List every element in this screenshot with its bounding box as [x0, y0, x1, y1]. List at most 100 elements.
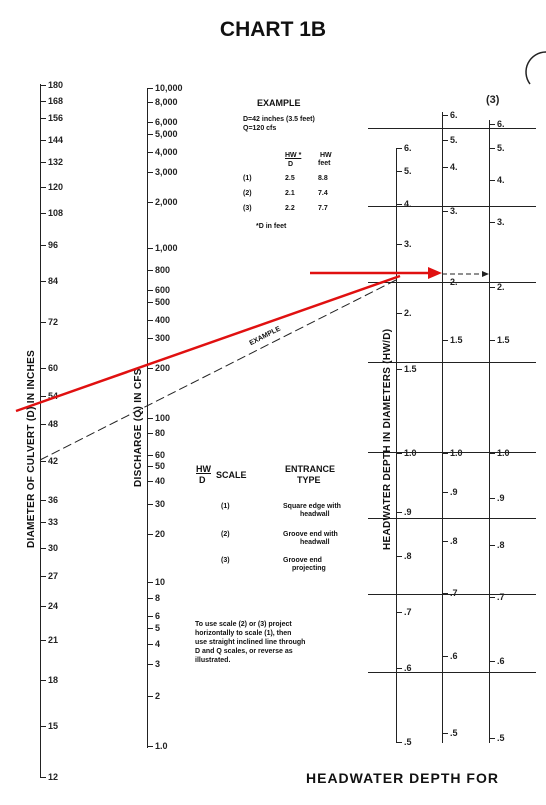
discharge-tick-label: 3 [155, 659, 161, 669]
hw-scale3-tick-label: 6. [497, 119, 505, 129]
diameter-tick-label: 24 [48, 601, 59, 611]
hw-scale1-tick [396, 556, 402, 557]
instructions-line-1: To use scale (2) or (3) project [195, 621, 292, 628]
hw-scale2-tick [442, 593, 448, 594]
discharge-tick [147, 455, 153, 456]
legend-row-1-scale: (1) [221, 503, 230, 510]
example-row-2-scale: (2) [243, 190, 252, 197]
hw-scale2-tick-label: .9 [450, 487, 458, 497]
diameter-tick [40, 140, 46, 141]
hw-scale3-tick-label: .5 [497, 733, 505, 743]
hw-scale2-tick [442, 656, 448, 657]
hw-scale2-tick [442, 115, 448, 116]
hw-scale3-tick-label: 4. [497, 175, 505, 185]
diameter-tick [40, 368, 46, 369]
discharge-tick [147, 696, 153, 697]
diameter-tick-label: 84 [48, 276, 59, 286]
discharge-tick-label: 100 [155, 413, 171, 423]
discharge-tick [147, 616, 153, 617]
diameter-tick [40, 606, 46, 607]
diameter-tick-label: 120 [48, 182, 64, 192]
hw-scale1-tick [396, 742, 402, 743]
hw-scale2-tick-label: .5 [450, 728, 458, 738]
hw-scale1-tick-label: 1.0 [404, 448, 417, 458]
legend-type-header-1: ENTRANCE [285, 464, 336, 474]
discharge-tick-label: 80 [155, 428, 166, 438]
example-col-hwd-den: D [288, 161, 294, 168]
discharge-tick-label: 5 [155, 623, 161, 633]
diameter-tick-label: 21 [48, 635, 59, 645]
example-footnote: *D in feet [256, 223, 287, 230]
discharge-tick [147, 466, 153, 467]
diameter-tick [40, 522, 46, 523]
red-arrowhead [428, 267, 442, 279]
legend-row-2-type1: Groove end with [283, 531, 338, 538]
hw-scale1-tick [396, 204, 402, 205]
hw-scale3-tick-label: 2. [497, 282, 505, 292]
diameter-tick [40, 576, 46, 577]
hw-scale1-tick [396, 612, 402, 613]
discharge-tick [147, 598, 153, 599]
diameter-tick-label: 12 [48, 772, 59, 782]
hw-scale3-tick-label: .9 [497, 493, 505, 503]
discharge-tick [147, 248, 153, 249]
hw-scale3-tick-label: 1.5 [497, 335, 510, 345]
discharge-tick-label: 600 [155, 285, 171, 295]
scale3-header: (3) [486, 94, 500, 106]
diameter-tick-label: 54 [48, 391, 59, 401]
hw-scale2-tick-label: 4. [450, 162, 458, 172]
discharge-tick-label: 6 [155, 611, 161, 621]
hw-scale3-tick-label: 3. [497, 217, 505, 227]
hw-scale2-tick [442, 211, 448, 212]
diameter-tick-label: 36 [48, 495, 59, 505]
hw-scale3-tick [489, 124, 495, 125]
discharge-tick [147, 270, 153, 271]
hw-scale2-tick-label: 1.5 [450, 335, 463, 345]
hw-scale3-tick [489, 545, 495, 546]
diameter-tick-label: 72 [48, 317, 59, 327]
diameter-tick-label: 18 [48, 675, 59, 685]
discharge-tick-label: 400 [155, 315, 171, 325]
diameter-tick [40, 101, 46, 102]
discharge-tick [147, 481, 153, 482]
discharge-tick [147, 628, 153, 629]
hw-connector-line [368, 672, 536, 673]
hw-scale1-tick-label: 6. [404, 143, 412, 153]
legend-row-2-scale: (2) [221, 531, 230, 538]
example-row-3-hw: 7.7 [318, 205, 328, 212]
hw-connector-line [368, 518, 536, 519]
hw-scale3-tick [489, 597, 495, 598]
hw-connector-line [368, 282, 536, 283]
diameter-tick [40, 396, 46, 397]
hw-scale3-tick [489, 148, 495, 149]
example-line2: Q=120 cfs [243, 125, 277, 132]
discharge-tick [147, 202, 153, 203]
hw-scale3-tick [489, 340, 495, 341]
discharge-tick-label: 10 [155, 577, 166, 587]
example-row-1-hwd: 2.5 [285, 175, 295, 182]
hw-connector-line [368, 128, 536, 129]
example-row-2-hw: 7.4 [318, 190, 328, 197]
diameter-tick [40, 187, 46, 188]
hw-scale3-tick-label: .7 [497, 592, 505, 602]
diameter-tick-label: 144 [48, 135, 64, 145]
diameter-tick-label: 27 [48, 571, 59, 581]
legend-row-3-type2: projecting [292, 565, 326, 572]
legend-row-2-type2: headwall [300, 539, 330, 546]
diameter-tick [40, 322, 46, 323]
hw-scale1-line [396, 148, 397, 743]
discharge-tick [147, 338, 153, 339]
hw-scale3-tick [489, 738, 495, 739]
discharge-tick [147, 504, 153, 505]
hw-scale1-tick-label: .8 [404, 551, 412, 561]
instructions-line-4: D and Q scales, or reverse as [195, 648, 293, 655]
hw-scale2-tick-label: .8 [450, 536, 458, 546]
discharge-tick-label: 3,000 [155, 167, 178, 177]
diameter-tick-label: 60 [48, 363, 59, 373]
hw-scale3-tick-label: .6 [497, 656, 505, 666]
hw-scale2-tick-label: .6 [450, 651, 458, 661]
example-row-3-hwd: 2.2 [285, 205, 295, 212]
discharge-tick [147, 302, 153, 303]
discharge-tick [147, 368, 153, 369]
discharge-tick-label: 1.0 [155, 741, 168, 751]
